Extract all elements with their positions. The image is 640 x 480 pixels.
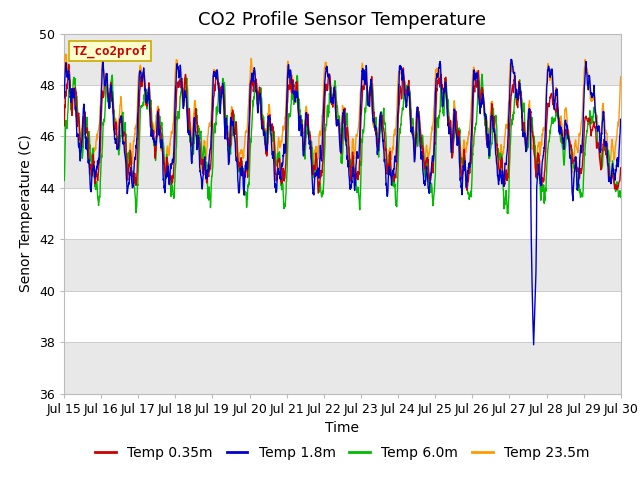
Legend: Temp 0.35m, Temp 1.8m, Temp 6.0m, Temp 23.5m: Temp 0.35m, Temp 1.8m, Temp 6.0m, Temp 2… (90, 441, 595, 466)
Title: CO2 Profile Sensor Temperature: CO2 Profile Sensor Temperature (198, 11, 486, 29)
Bar (64, 136, 621, 188)
X-axis label: Time: Time (325, 421, 360, 435)
Bar (64, 34, 621, 85)
Bar (64, 342, 621, 394)
Text: TZ_co2prof: TZ_co2prof (72, 44, 147, 58)
Y-axis label: Senor Temperature (C): Senor Temperature (C) (19, 135, 33, 292)
Bar (64, 240, 621, 291)
